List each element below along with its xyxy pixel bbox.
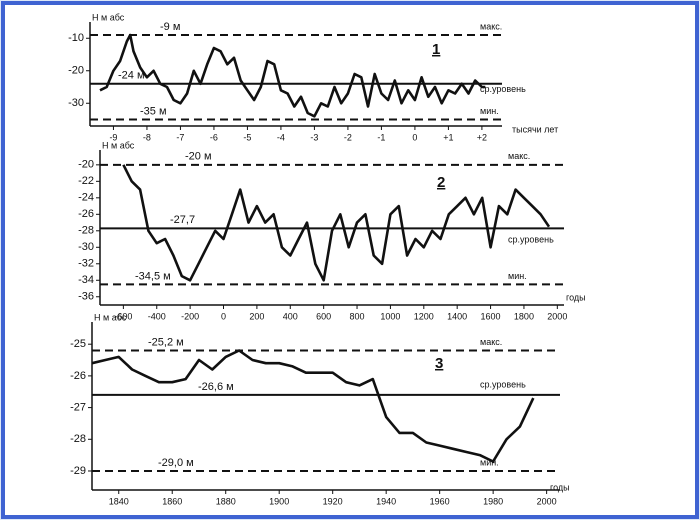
level-name: ср.уровень <box>508 235 554 245</box>
x-tick-label: 1980 <box>483 496 503 506</box>
y-tick-label: -34 <box>78 274 94 286</box>
x-tick-label: 1860 <box>162 496 182 506</box>
y-tick-label: -28 <box>70 433 86 445</box>
x-tick-label: +1 <box>443 132 453 142</box>
x-tick-label: -4 <box>277 132 285 142</box>
x-tick-label: -5 <box>243 132 251 142</box>
level-name: ср.уровень <box>480 379 526 389</box>
x-tick-label: 0 <box>221 311 226 321</box>
x-tick-label: 1600 <box>481 311 501 321</box>
x-tick-label: 1840 <box>109 496 129 506</box>
y-tick-label: -25 <box>70 338 86 350</box>
y-tick-label: -29 <box>70 465 86 477</box>
y-tick-label: -28 <box>78 225 94 237</box>
level-name: макс. <box>480 21 502 31</box>
x-tick-label: 600 <box>316 311 331 321</box>
level-value-label: -29,0 м <box>158 457 194 469</box>
level-value-label: -25,2 м <box>148 336 184 348</box>
x-tick-label: -200 <box>181 311 199 321</box>
panel-number: 3 <box>435 355 443 372</box>
level-value-label: -34,5 м <box>135 270 171 282</box>
y-tick-label: -20 <box>68 65 84 77</box>
x-axis-label: тысячи лет <box>512 124 558 134</box>
x-tick-label: -8 <box>143 132 151 142</box>
x-tick-label: -400 <box>148 311 166 321</box>
y-tick-label: -30 <box>78 241 94 253</box>
x-tick-label: -9 <box>109 132 117 142</box>
y-tick-label: -10 <box>68 32 84 44</box>
y-axis-label: Н м абс <box>92 12 125 22</box>
y-tick-label: -36 <box>78 291 94 303</box>
level-name: мин. <box>480 457 499 467</box>
panel-number: 2 <box>437 174 445 191</box>
y-tick-label: -27 <box>70 401 86 413</box>
level-name: мин. <box>480 106 499 116</box>
y-tick-label: -22 <box>78 175 94 187</box>
x-tick-label: -1 <box>377 132 385 142</box>
sea-level-line <box>122 164 551 282</box>
y-tick-label: -20 <box>78 159 94 171</box>
x-tick-label: 1900 <box>269 496 289 506</box>
level-value-label: -9 м <box>160 21 180 33</box>
x-axis-label: годы <box>566 292 586 302</box>
level-name: макс. <box>508 151 530 161</box>
x-tick-label: 2000 <box>547 311 567 321</box>
panel-number: 1 <box>432 41 440 58</box>
x-tick-label: 1920 <box>323 496 343 506</box>
x-tick-label: 200 <box>249 311 264 321</box>
x-tick-label: 1000 <box>380 311 400 321</box>
y-axis-label: Н м абс <box>94 312 127 322</box>
level-value-label: -26,6 м <box>198 381 234 393</box>
level-name: мин. <box>508 271 527 281</box>
x-tick-label: 0 <box>412 132 417 142</box>
x-tick-label: 400 <box>283 311 298 321</box>
x-axis-label: годы <box>550 482 570 492</box>
level-name: макс. <box>480 337 502 347</box>
x-tick-label: 1940 <box>376 496 396 506</box>
level-value-label: -27,7 <box>170 214 195 226</box>
x-tick-label: -3 <box>310 132 318 142</box>
x-tick-label: -600 <box>114 311 132 321</box>
y-tick-label: -32 <box>78 258 94 270</box>
x-tick-label: -7 <box>176 132 184 142</box>
y-tick-label: -24 <box>78 192 94 204</box>
level-value-label: -24 м <box>118 70 145 82</box>
x-tick-label: 2000 <box>537 496 557 506</box>
y-tick-label: -26 <box>78 208 94 220</box>
x-tick-label: 1880 <box>216 496 236 506</box>
x-tick-label: 1960 <box>430 496 450 506</box>
level-name: ср.уровень <box>480 84 526 94</box>
x-tick-label: 800 <box>350 311 365 321</box>
x-tick-label: +2 <box>477 132 487 142</box>
x-tick-label: 1200 <box>414 311 434 321</box>
y-tick-label: -26 <box>70 370 86 382</box>
level-value-label: -35 м <box>140 105 167 117</box>
x-tick-label: -6 <box>210 132 218 142</box>
sea-level-line <box>91 349 535 463</box>
x-tick-label: -2 <box>344 132 352 142</box>
level-value-label: -20 м <box>185 151 212 163</box>
x-tick-label: 1800 <box>514 311 534 321</box>
x-tick-label: 1400 <box>447 311 467 321</box>
y-tick-label: -30 <box>68 97 84 109</box>
y-axis-label: Н м абс <box>102 140 135 150</box>
sea-level-line <box>99 33 486 118</box>
